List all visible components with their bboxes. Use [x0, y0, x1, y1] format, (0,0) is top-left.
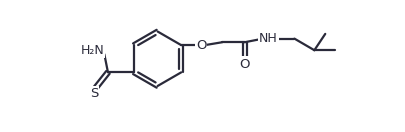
Text: NH: NH — [258, 32, 277, 45]
Text: H₂N: H₂N — [80, 44, 104, 57]
Text: S: S — [90, 87, 98, 100]
Text: O: O — [196, 39, 206, 52]
Text: O: O — [239, 58, 249, 70]
